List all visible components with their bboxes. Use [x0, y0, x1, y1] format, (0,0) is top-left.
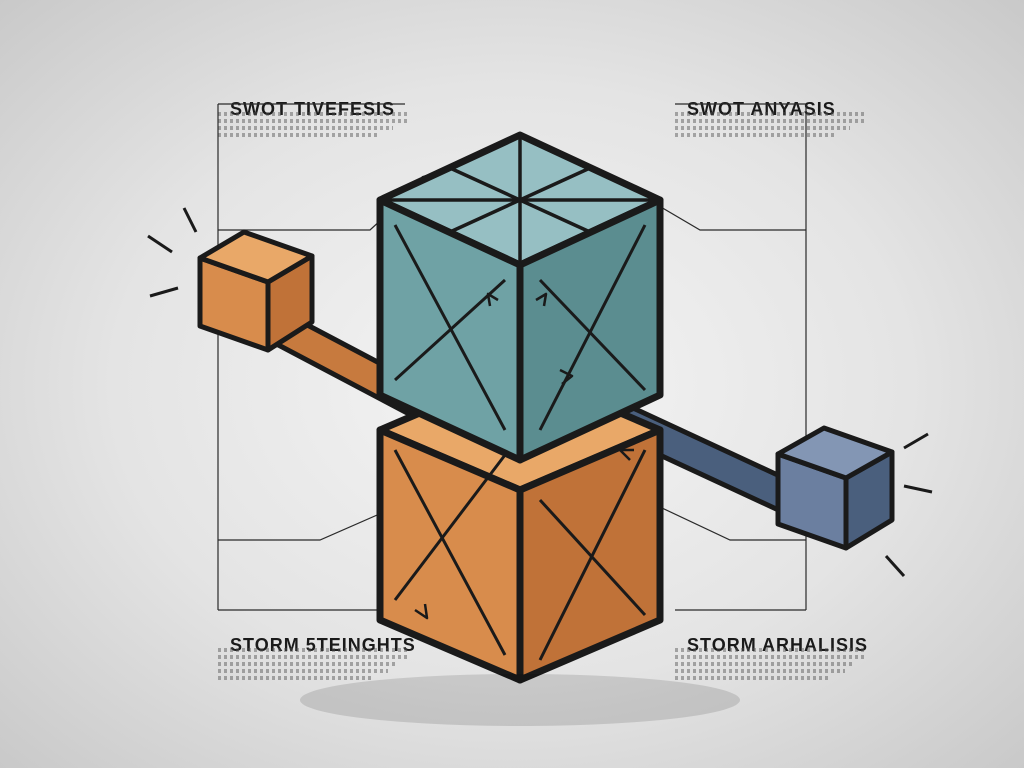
shadow [300, 674, 740, 726]
infographic-canvas: { "type": "infographic", "canvas": { "wi… [0, 0, 1024, 768]
small-cube-blue [778, 428, 932, 576]
small-cube-orange [148, 208, 312, 350]
big-cube-teal [380, 135, 660, 460]
cube-diagram [0, 0, 1024, 768]
